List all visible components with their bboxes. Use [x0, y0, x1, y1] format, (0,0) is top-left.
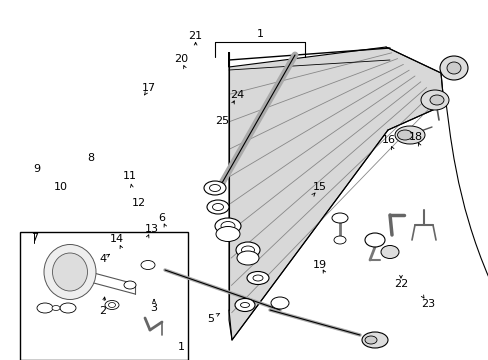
Ellipse shape: [124, 281, 136, 289]
Ellipse shape: [221, 221, 235, 230]
Text: 3: 3: [150, 303, 157, 313]
Ellipse shape: [246, 271, 268, 284]
Ellipse shape: [216, 226, 240, 242]
Ellipse shape: [361, 332, 387, 348]
Text: 21: 21: [188, 31, 202, 41]
Ellipse shape: [252, 275, 263, 281]
Text: 12: 12: [132, 198, 146, 208]
Ellipse shape: [141, 261, 155, 270]
Text: 2: 2: [99, 306, 106, 316]
Ellipse shape: [236, 242, 260, 258]
Text: 22: 22: [393, 279, 407, 289]
Text: 10: 10: [54, 182, 68, 192]
Text: 6: 6: [158, 213, 164, 223]
Text: 14: 14: [110, 234, 124, 244]
Text: 1: 1: [177, 342, 184, 352]
Ellipse shape: [108, 302, 115, 307]
Text: 18: 18: [408, 132, 422, 142]
Text: 1: 1: [256, 29, 263, 39]
Text: 8: 8: [87, 153, 94, 163]
Text: 25: 25: [215, 116, 229, 126]
Ellipse shape: [60, 303, 76, 313]
Ellipse shape: [203, 181, 225, 195]
Ellipse shape: [439, 56, 467, 80]
Ellipse shape: [429, 95, 443, 105]
Polygon shape: [228, 47, 443, 340]
Ellipse shape: [331, 213, 347, 223]
Text: 4: 4: [99, 254, 106, 264]
Text: 15: 15: [313, 182, 326, 192]
Text: 13: 13: [144, 224, 158, 234]
Ellipse shape: [364, 233, 384, 247]
Text: 23: 23: [420, 299, 434, 309]
Ellipse shape: [209, 185, 220, 192]
Ellipse shape: [44, 244, 96, 300]
Ellipse shape: [364, 336, 376, 344]
Text: 20: 20: [174, 54, 187, 64]
Text: 16: 16: [381, 135, 395, 145]
Text: 24: 24: [229, 90, 244, 100]
Text: 19: 19: [313, 260, 326, 270]
Text: 11: 11: [122, 171, 136, 181]
Ellipse shape: [240, 302, 249, 307]
Ellipse shape: [394, 126, 424, 144]
Ellipse shape: [446, 62, 460, 74]
Ellipse shape: [37, 303, 53, 313]
Ellipse shape: [215, 218, 241, 234]
Ellipse shape: [241, 246, 254, 254]
Bar: [20, 232, 187, 360]
Ellipse shape: [237, 251, 259, 265]
Ellipse shape: [397, 130, 412, 140]
Text: 17: 17: [142, 83, 156, 93]
Ellipse shape: [105, 301, 119, 310]
Ellipse shape: [52, 253, 87, 291]
Text: 7: 7: [31, 233, 38, 243]
Ellipse shape: [333, 236, 346, 244]
Ellipse shape: [206, 200, 228, 214]
Text: 5: 5: [206, 314, 213, 324]
Ellipse shape: [235, 298, 254, 311]
Ellipse shape: [420, 90, 448, 110]
Ellipse shape: [270, 297, 288, 309]
Ellipse shape: [380, 246, 398, 258]
Ellipse shape: [52, 306, 60, 310]
Text: 9: 9: [33, 164, 40, 174]
Ellipse shape: [212, 203, 223, 211]
